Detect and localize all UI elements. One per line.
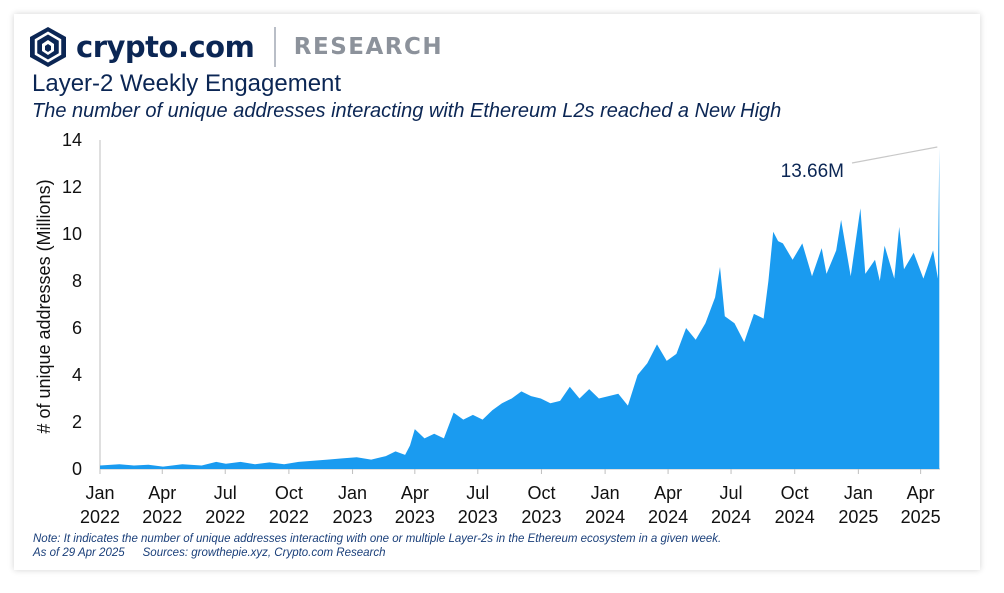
brand-section: RESEARCH: [293, 34, 444, 60]
x-tick-label: Jul: [466, 483, 489, 503]
plot-area: [100, 148, 940, 469]
x-tick-label: Oct: [781, 483, 809, 503]
annotation-leader-line: [851, 146, 938, 164]
x-tick-label-year: 2022: [205, 507, 245, 527]
y-tick-label: 8: [72, 271, 82, 291]
x-tick-label-year: 2024: [711, 507, 751, 527]
x-tick-label-year: 2023: [333, 507, 373, 527]
chart-title: Layer-2 Weekly Engagement: [32, 70, 342, 97]
brand-divider: [274, 27, 276, 67]
x-tick-label-year: 2023: [521, 507, 561, 527]
x-tick-label: Apr: [654, 483, 682, 503]
y-tick-label: 14: [62, 130, 82, 150]
x-axis: Jan 2022 Apr 2022 Jul 2022 Oct 2022 Jan 2023 Apr 20…: [80, 468, 941, 527]
x-tick-label: Jul: [720, 483, 743, 503]
y-tick-label: 12: [62, 177, 82, 197]
y-tick-label: 2: [72, 412, 82, 432]
footer-note: Note: It indicates the number of unique …: [33, 532, 721, 560]
as-of-date: As of 29 Apr 2025: [33, 547, 125, 559]
x-tick-label-year: 2025: [901, 507, 941, 527]
sources: Sources: growthepie.xyz, Crypto.com Rese…: [142, 547, 386, 559]
source-line: As of 29 Apr 2025 Sources: growthepie.xyz…: [33, 546, 721, 560]
x-tick-label: Oct: [527, 483, 555, 503]
note-text: Note: It indicates the number of unique …: [33, 533, 722, 545]
brand-name: crypto.com: [76, 30, 255, 64]
y-axis-label: # of unique addresses (Millions): [34, 179, 54, 433]
annotation-label: 13.66M: [781, 161, 844, 182]
x-tick-label-year: 2023: [395, 507, 435, 527]
x-tick-label: Jan: [338, 483, 367, 503]
y-tick-label: 4: [72, 365, 82, 385]
y-tick-label: 6: [72, 318, 82, 338]
x-tick-label-year: 2024: [585, 507, 625, 527]
y-axis: 0 2 4 6 8 10 12 14 # of unique addresses (Millio…: [34, 130, 101, 479]
x-tick-label: Jul: [214, 483, 237, 503]
x-tick-label-year: 2022: [80, 507, 120, 527]
x-tick-label: Oct: [275, 483, 303, 503]
x-tick-label-year: 2023: [458, 507, 498, 527]
x-tick-label: Apr: [907, 483, 935, 503]
x-tick-label-year: 2024: [775, 507, 815, 527]
brand-header: crypto.com RESEARCH: [28, 26, 443, 68]
series-area: [100, 148, 940, 469]
annotation: 13.66M: [781, 146, 938, 182]
x-tick-label: Apr: [401, 483, 429, 503]
y-tick-label: 10: [62, 224, 82, 244]
x-tick-label-year: 2022: [142, 507, 182, 527]
y-tick-label: 0: [72, 459, 82, 479]
x-tick-label: Jan: [85, 483, 114, 503]
chart-subtitle: The number of unique addresses interacti…: [32, 100, 782, 122]
x-tick-label-year: 2022: [269, 507, 309, 527]
x-tick-label-year: 2024: [648, 507, 688, 527]
x-tick-label: Jan: [591, 483, 620, 503]
crypto-com-lion-shield-icon: [30, 27, 66, 67]
x-tick-label: Jan: [844, 483, 873, 503]
x-tick-label-year: 2025: [838, 507, 878, 527]
x-tick-label: Apr: [148, 483, 176, 503]
